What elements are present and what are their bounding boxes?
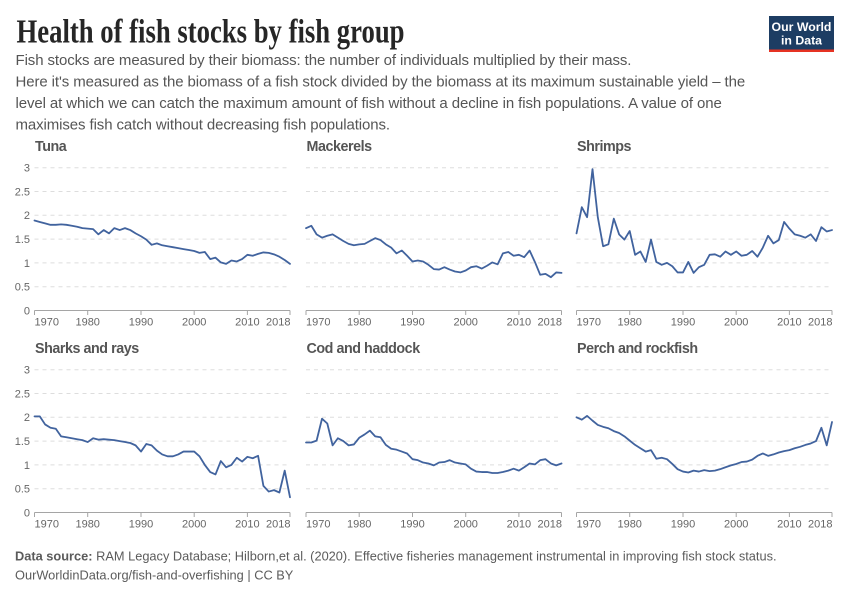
svg-text:1970: 1970 — [577, 518, 601, 530]
svg-text:2.5: 2.5 — [15, 186, 30, 198]
svg-text:1980: 1980 — [617, 316, 641, 328]
svg-text:2010: 2010 — [507, 518, 531, 530]
svg-text:2018: 2018 — [808, 316, 832, 328]
svg-text:2010: 2010 — [777, 518, 801, 530]
svg-text:1: 1 — [24, 258, 30, 270]
svg-text:2018: 2018 — [266, 518, 290, 530]
svg-text:2: 2 — [24, 210, 30, 222]
svg-text:2018: 2018 — [266, 316, 290, 328]
svg-text:2000: 2000 — [453, 518, 477, 530]
svg-text:2000: 2000 — [453, 316, 477, 328]
svg-text:2.5: 2.5 — [15, 388, 30, 400]
svg-text:1.5: 1.5 — [15, 436, 30, 448]
svg-text:2010: 2010 — [235, 316, 259, 328]
svg-text:Perch and rockfish: Perch and rockfish — [577, 341, 698, 357]
svg-text:Cod and haddock: Cod and haddock — [307, 341, 421, 357]
svg-text:maximises fish catch without d: maximises fish catch without decreasing … — [16, 116, 391, 133]
svg-text:1980: 1980 — [347, 518, 371, 530]
svg-text:2010: 2010 — [777, 316, 801, 328]
svg-text:1.5: 1.5 — [15, 234, 30, 246]
svg-text:3: 3 — [24, 163, 30, 175]
svg-text:2000: 2000 — [182, 316, 206, 328]
svg-text:0: 0 — [24, 305, 30, 317]
svg-text:Tuna: Tuna — [35, 139, 68, 155]
svg-text:Our World: Our World — [772, 20, 832, 34]
svg-text:1980: 1980 — [347, 316, 371, 328]
svg-text:Here it's measured as the biom: Here it's measured as the biomass of a f… — [16, 73, 746, 90]
svg-text:1970: 1970 — [306, 518, 330, 530]
svg-text:1980: 1980 — [617, 518, 641, 530]
svg-text:2018: 2018 — [808, 518, 832, 530]
svg-text:level at which we can catch th: level at which we can catch the maximum … — [16, 95, 722, 112]
svg-text:OurWorldinData.org/fish-and-ov: OurWorldinData.org/fish-and-overfishing … — [15, 568, 294, 583]
svg-text:Shrimps: Shrimps — [577, 139, 632, 155]
svg-text:1980: 1980 — [75, 316, 99, 328]
svg-text:1970: 1970 — [35, 316, 59, 328]
svg-text:2000: 2000 — [724, 316, 748, 328]
svg-text:1970: 1970 — [577, 316, 601, 328]
svg-text:1990: 1990 — [129, 518, 153, 530]
svg-text:1990: 1990 — [400, 518, 424, 530]
svg-text:3: 3 — [24, 365, 30, 377]
svg-text:1: 1 — [24, 460, 30, 472]
svg-text:Health of fish stocks by fish: Health of fish stocks by fish group — [17, 14, 405, 51]
svg-text:1980: 1980 — [75, 518, 99, 530]
svg-text:2018: 2018 — [538, 518, 562, 530]
svg-text:0: 0 — [24, 507, 30, 519]
svg-text:Mackerels: Mackerels — [307, 139, 373, 155]
svg-text:Data source: RAM Legacy Databa: Data source: RAM Legacy Database; Hilbor… — [15, 549, 777, 564]
svg-text:1990: 1990 — [129, 316, 153, 328]
svg-text:0.5: 0.5 — [15, 282, 30, 294]
svg-text:Fish stocks are measured by th: Fish stocks are measured by their biomas… — [16, 52, 632, 69]
svg-text:1970: 1970 — [35, 518, 59, 530]
svg-text:in Data: in Data — [781, 33, 822, 47]
svg-text:2000: 2000 — [182, 518, 206, 530]
svg-text:2018: 2018 — [538, 316, 562, 328]
svg-text:2010: 2010 — [507, 316, 531, 328]
svg-text:2000: 2000 — [724, 518, 748, 530]
svg-text:1970: 1970 — [306, 316, 330, 328]
svg-text:1990: 1990 — [671, 316, 695, 328]
svg-text:2: 2 — [24, 412, 30, 424]
svg-text:0.5: 0.5 — [15, 484, 30, 496]
svg-text:1990: 1990 — [400, 316, 424, 328]
svg-text:Sharks and rays: Sharks and rays — [35, 341, 139, 357]
svg-text:1990: 1990 — [671, 518, 695, 530]
svg-text:2010: 2010 — [235, 518, 259, 530]
